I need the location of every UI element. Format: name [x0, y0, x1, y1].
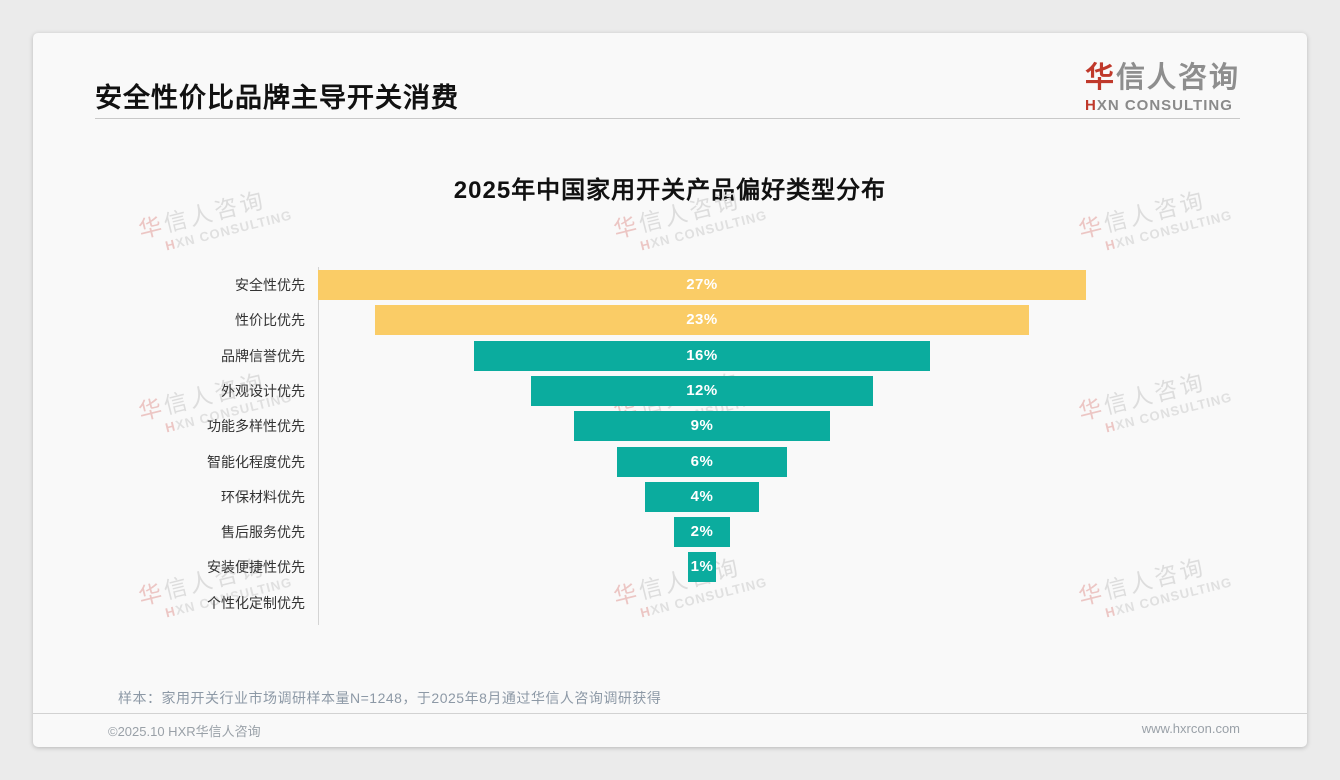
category-label: 智能化程度优先	[207, 453, 305, 470]
watermark-line2: HXN CONSULTING	[638, 207, 769, 254]
funnel-bar: 9%	[574, 411, 830, 442]
category-label: 个性化定制优先	[207, 594, 305, 611]
sample-note: 样本：家用开关行业市场调研样本量N=1248，于2025年8月通过华信人咨询调研…	[118, 690, 662, 706]
category-label: 售后服务优先	[221, 524, 305, 541]
logo-cn-rest: 信人咨询	[1115, 62, 1240, 94]
category-label: 安全性优先	[235, 277, 305, 293]
bar-value-label: 1%	[690, 558, 714, 576]
funnel-chart: 安全性优先 27% 性价比优先 23% 品牌信誉优先 16% 外观设计优先 12% 功能多样性优…	[33, 267, 1307, 630]
funnel-bar: 2%	[673, 517, 731, 548]
funnel-bar: 4%	[645, 481, 759, 512]
logo-en-rest: XN CONSULTING	[1096, 97, 1233, 114]
funnel-row: 外观设计优先 12%	[33, 375, 1307, 406]
bar-value-label: 27%	[686, 276, 718, 293]
funnel-row: 智能化程度优先 6%	[33, 446, 1307, 477]
funnel-bar: 16%	[474, 340, 930, 371]
logo-cn-text: 华信人咨询	[1085, 54, 1240, 96]
category-label: 品牌信誉优先	[221, 347, 305, 364]
watermark-line2: HXN CONSULTING	[1103, 207, 1234, 254]
funnel-row: 品牌信誉优先 16%	[33, 340, 1307, 371]
funnel-bar: 6%	[616, 446, 788, 477]
funnel-bar: 12%	[531, 375, 873, 406]
logo-en-accent: H	[1084, 97, 1097, 114]
header-divider	[95, 118, 1240, 119]
logo-en-text: HXN CONSULTING	[1085, 97, 1240, 114]
funnel-bar: 27%	[318, 270, 1086, 300]
report-card: 华信人咨询 HXN CONSULTING 华信人咨询 HXN CONSULTING 华信…	[33, 33, 1307, 747]
watermark-line2: HXN CONSULTING	[163, 207, 294, 254]
bar-value-label: 12%	[686, 381, 718, 399]
funnel-row: 环保材料优先 4%	[33, 481, 1307, 512]
funnel-row: 功能多样性优先 9%	[33, 411, 1307, 442]
funnel-bar: 1%	[687, 552, 717, 583]
bar-value-label: 9%	[690, 417, 714, 435]
bar-value-label: 6%	[690, 452, 714, 470]
category-label: 环保材料优先	[221, 488, 305, 505]
chart-title: 2025年中国家用开关产品偏好类型分布	[453, 177, 887, 204]
category-label: 安装便捷性优先	[207, 559, 305, 576]
bar-value-label: 23%	[686, 311, 718, 329]
page-title: 安全性价比品牌主导开关消费	[95, 83, 459, 113]
funnel-bar: 23%	[374, 305, 1030, 336]
funnel-row: 个性化定制优先	[33, 588, 1307, 618]
footer-copyright: ©2025.10 HXR华信人咨询	[108, 724, 261, 739]
funnel-row: 性价比优先 23%	[33, 305, 1307, 336]
bar-value-label: 16%	[686, 346, 718, 364]
company-logo: 华信人咨询 HXN CONSULTING	[1085, 54, 1240, 114]
logo-cn-accent: 华	[1084, 62, 1116, 94]
bar-value-label: 2%	[690, 523, 714, 541]
category-label: 功能多样性优先	[207, 418, 305, 435]
bar-value-label: 4%	[690, 487, 714, 505]
category-label: 外观设计优先	[221, 382, 305, 399]
funnel-row: 安装便捷性优先 1%	[33, 552, 1307, 583]
funnel-row: 安全性优先 27%	[33, 270, 1307, 300]
y-axis-line	[318, 267, 319, 625]
funnel-row: 售后服务优先 2%	[33, 517, 1307, 548]
footer-website: www.hxrcon.com	[1141, 721, 1240, 736]
footer-divider	[33, 713, 1307, 714]
category-label: 性价比优先	[235, 312, 305, 329]
